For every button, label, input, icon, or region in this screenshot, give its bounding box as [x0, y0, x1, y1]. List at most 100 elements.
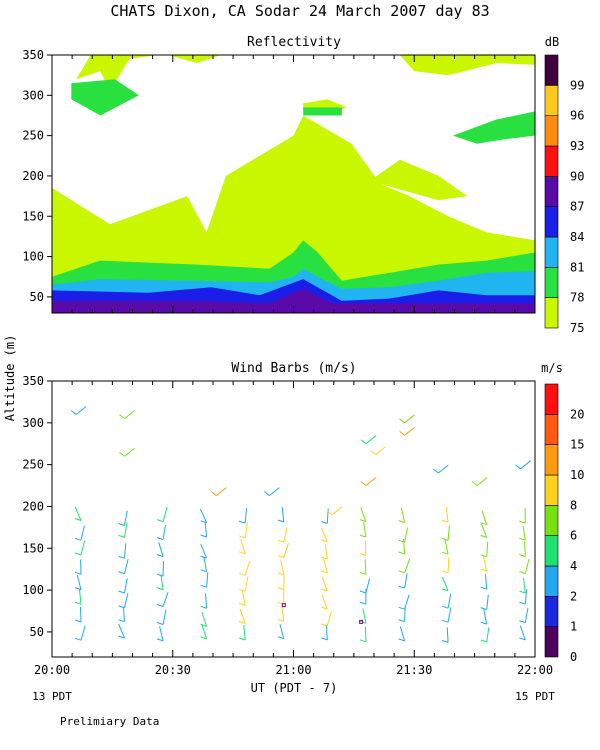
wind-barb-shaft [201, 611, 208, 627]
wind-barb-shaft [365, 578, 371, 594]
wind-barb-flag [264, 491, 270, 496]
wind-barb-flag [480, 522, 487, 526]
wind-barb-flag [441, 537, 449, 541]
y-tick-label: 300 [22, 88, 44, 102]
wind-barb-flag [200, 623, 207, 627]
wind-barb-shaft [481, 510, 488, 525]
wind-barb-shaft [447, 525, 450, 541]
wind-barb-flag [200, 569, 207, 573]
wind-barb-shaft [76, 574, 82, 590]
wind-barb-flag [398, 520, 405, 523]
wind-barb-flag [156, 604, 164, 607]
wind-barb-shaft [365, 477, 377, 486]
wind-barb-flag [399, 418, 405, 424]
wind-barb-flag [370, 450, 376, 455]
contour-78-blob-left [71, 79, 139, 116]
wind-barb-flag [321, 539, 328, 543]
wind-barb-shaft [447, 607, 452, 623]
reflectivity-contours [52, 55, 535, 313]
wind-barb-shaft [363, 522, 367, 538]
wind-barb-flag [74, 537, 82, 541]
wind-barb-shaft [404, 594, 410, 610]
colorbar-swatch [544, 206, 559, 238]
y-tick-label: 350 [22, 48, 44, 62]
y-tick-label: 50 [30, 625, 44, 639]
wind-barb-flag [433, 468, 439, 474]
wind-barb-shaft [375, 446, 386, 455]
y-tick-label: 100 [22, 583, 44, 597]
colorbar-tick-label: 4 [570, 559, 577, 573]
wind-barb-shaft [160, 574, 164, 590]
wind-barb-flag [118, 619, 125, 623]
wind-barb-shaft [118, 623, 125, 639]
wind-barb-shaft [321, 576, 328, 592]
wind-colorbar-label: m/s [541, 361, 563, 375]
y-tick-label: 150 [22, 209, 44, 223]
x-tick-label: 22:00 [517, 663, 553, 677]
wind-barb-shaft [485, 574, 488, 590]
wind-barb-flag [321, 588, 328, 592]
wind-barb-shaft [486, 541, 489, 557]
wind-barb-flag [359, 519, 367, 523]
wind-barb-flag [321, 637, 328, 641]
wind-barb-shaft [279, 624, 285, 639]
wind-barb-shaft [162, 524, 166, 540]
wind-barb-flag [480, 534, 487, 538]
wind-barb-flag [210, 491, 217, 496]
wind-barb-flag [321, 521, 328, 524]
colorbar-swatch [544, 383, 559, 415]
wind-barb-flag [277, 539, 284, 543]
x-tick-label: 20:00 [34, 663, 70, 677]
wind-barb-shaft [124, 410, 135, 420]
wind-barb-flag [239, 620, 246, 624]
reflectivity-panel: 50 100 150 200 250 300 350 75 78 81 84 87 90 93 96 99 [22, 48, 584, 335]
wind-barb-shaft [365, 435, 377, 445]
wind-barb-shaft [244, 508, 247, 524]
x-right-note: 15 PDT [515, 690, 555, 703]
wind-barb-flag [398, 551, 405, 555]
wind-barb-shaft [244, 560, 251, 576]
wind-barb-shaft [404, 426, 415, 436]
contour-78-blob-mid [303, 107, 342, 116]
wind-barb-shaft [80, 606, 82, 623]
wind-barb-shaft [124, 578, 128, 594]
wind-barb-flag [74, 637, 82, 641]
wind-barb-shaft [520, 460, 531, 470]
wind-barb-flag [277, 636, 284, 640]
colorbar-swatch [544, 505, 559, 536]
colorbar-tick-label: 8 [570, 498, 577, 512]
wind-barb-shaft [362, 608, 367, 624]
colorbar-tick-label: 1 [570, 620, 577, 634]
colorbar-swatch [544, 54, 559, 86]
wind-barb-flag [359, 601, 367, 605]
wind-barb-flag [200, 555, 207, 559]
wind-barb-flag [321, 570, 328, 574]
wind-barb-shaft [480, 523, 488, 538]
wind-barb-flag [200, 534, 207, 538]
wind-barb-flag [360, 481, 367, 486]
x-tick-label: 21:30 [396, 663, 432, 677]
colorbar-tick-label: 90 [570, 169, 584, 183]
wind-barb-shaft [399, 626, 406, 642]
wind-barb-shaft [441, 576, 449, 592]
wind-barb-flag [119, 451, 125, 457]
contour-78-blob-right [452, 111, 535, 144]
wind-barb-flag [399, 430, 405, 436]
wind-barb-flag [277, 587, 284, 591]
wind-barb-shaft [80, 625, 86, 641]
wind-barb-flag [441, 570, 449, 574]
wind-barb-shaft [519, 625, 526, 641]
calm-marker [281, 603, 286, 608]
wind-barb-shaft [331, 506, 343, 516]
wind-barb-flag [118, 605, 125, 609]
wind-barb-flag [118, 523, 125, 526]
wind-barb-flag [326, 510, 333, 516]
wind-barb-flag [156, 537, 164, 541]
wind-barb-shaft [122, 606, 125, 622]
wind-barb-shaft [201, 624, 208, 640]
wind-barb-flag [74, 601, 82, 605]
colorbar-tick-label: 6 [570, 529, 577, 543]
wind-barb-shaft [159, 626, 164, 642]
